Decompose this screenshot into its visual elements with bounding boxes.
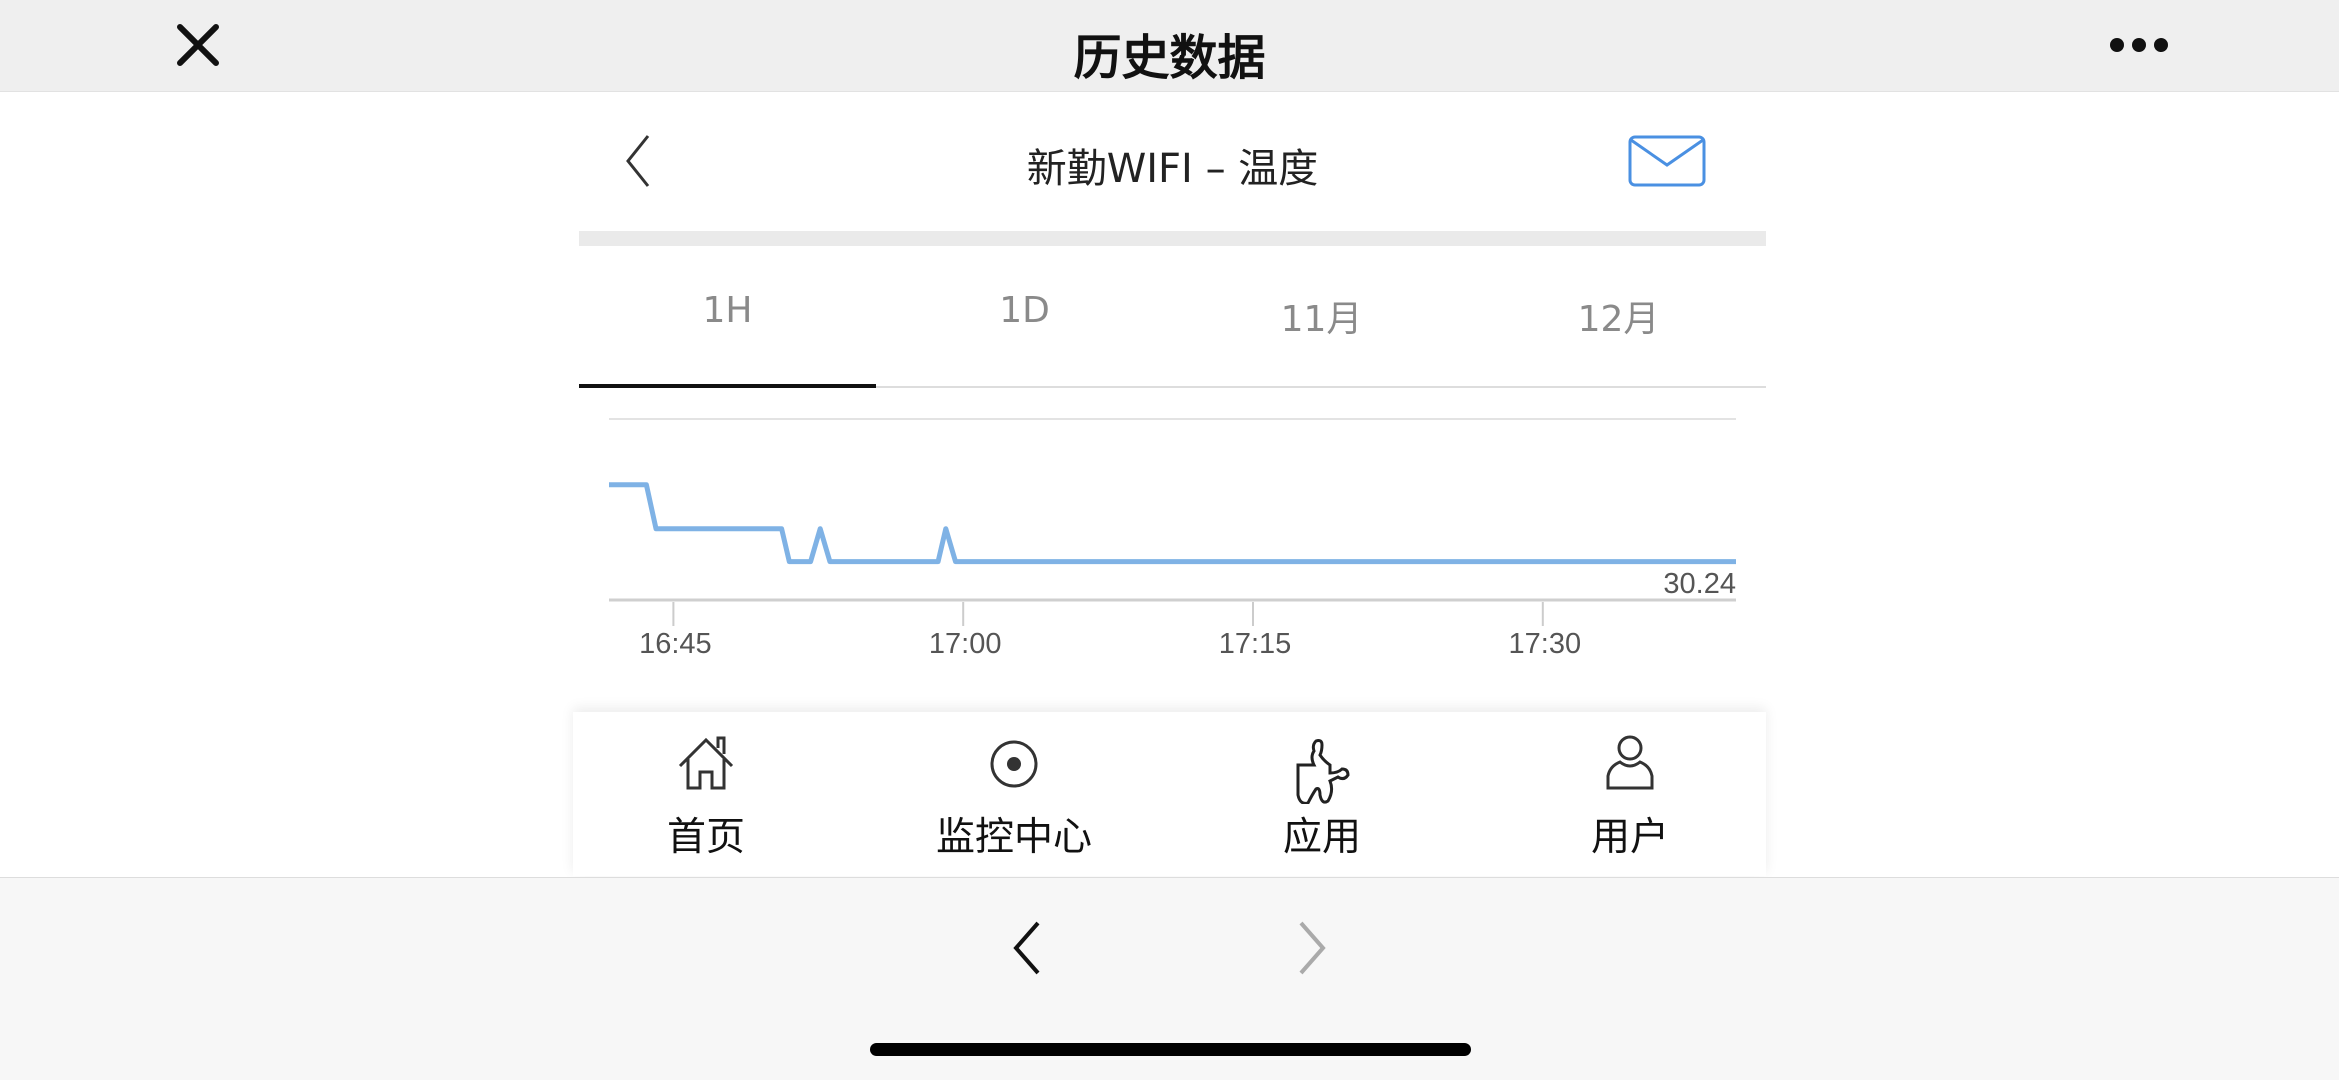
nav-home[interactable]: 首页	[556, 712, 856, 876]
close-icon[interactable]	[176, 23, 220, 67]
home-icon	[678, 736, 734, 790]
back-icon[interactable]	[622, 133, 654, 189]
temperature-chart: 16:45 17:00 17:15 17:30 30.24	[609, 418, 1736, 660]
top-bar	[0, 0, 2339, 92]
tab-november[interactable]: 11月	[1280, 299, 1363, 340]
tab-1h[interactable]: 1H	[702, 290, 753, 331]
puzzle-icon	[1296, 739, 1350, 804]
bottom-nav	[573, 712, 1766, 876]
nav-monitor[interactable]: 监控中心	[864, 712, 1164, 876]
tab-december[interactable]: 12月	[1577, 299, 1660, 340]
header-title: 新勤WIFI – 温度	[1026, 146, 1319, 192]
divider	[579, 231, 1766, 246]
x-tick-label: 16:45	[639, 628, 712, 660]
last-value-label: 30.24	[1663, 568, 1736, 600]
user-icon	[1606, 735, 1654, 790]
browser-back-icon[interactable]	[1010, 920, 1044, 976]
x-tick-label: 17:30	[1509, 628, 1582, 660]
nav-user[interactable]: 用户	[1480, 712, 1780, 876]
home-indicator	[870, 1043, 1471, 1056]
target-icon	[990, 740, 1038, 788]
x-tick-label: 17:00	[929, 628, 1002, 660]
series-line	[609, 482, 1736, 565]
more-icon[interactable]	[2108, 36, 2170, 54]
tab-indicator	[579, 384, 876, 388]
nav-label: 应用	[1282, 815, 1361, 860]
nav-apps[interactable]: 应用	[1172, 712, 1472, 876]
browser-forward-icon[interactable]	[1295, 920, 1329, 976]
nav-label: 监控中心	[935, 815, 1092, 860]
nav-label: 用户	[1590, 815, 1669, 860]
mail-icon[interactable]	[1628, 135, 1706, 187]
page-title: 历史数据	[1073, 30, 1266, 86]
tab-1d[interactable]: 1D	[999, 290, 1050, 331]
tab-divider	[579, 386, 1766, 388]
x-tick-label: 17:15	[1219, 628, 1292, 660]
header	[579, 92, 1766, 231]
nav-label: 首页	[666, 815, 745, 860]
